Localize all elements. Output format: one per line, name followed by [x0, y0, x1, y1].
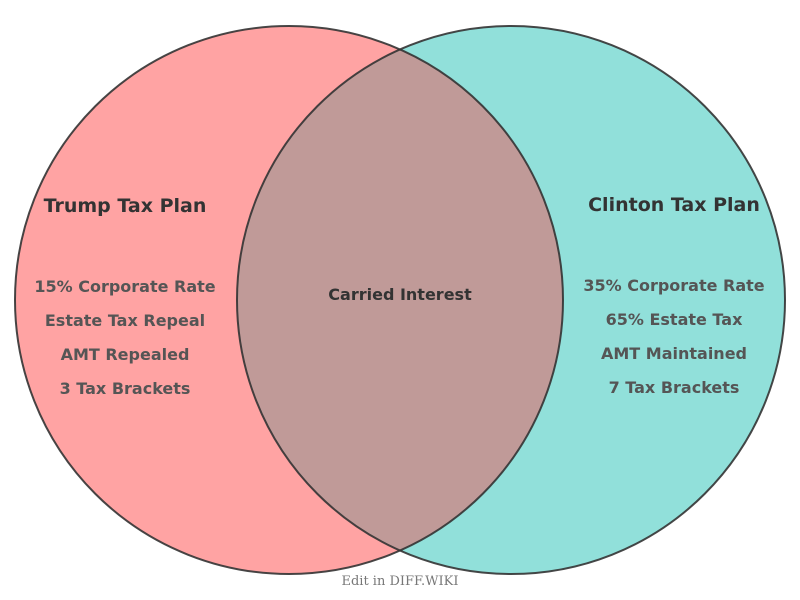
right-item: 35% Corporate Rate: [583, 276, 764, 295]
right-title: Clinton Tax Plan: [588, 194, 760, 216]
left-item: 3 Tax Brackets: [60, 379, 191, 398]
right-item: 7 Tax Brackets: [609, 378, 740, 397]
left-item: Estate Tax Repeal: [45, 311, 205, 330]
right-item: AMT Maintained: [601, 344, 747, 363]
right-item: 65% Estate Tax: [606, 310, 743, 329]
overlap-region: [237, 26, 563, 574]
left-title: Trump Tax Plan: [44, 195, 207, 217]
overlap-item: Carried Interest: [328, 285, 472, 304]
left-item: AMT Repealed: [61, 345, 190, 364]
edit-link[interactable]: Edit in DIFF.WIKI: [341, 574, 458, 589]
left-item: 15% Corporate Rate: [34, 277, 215, 296]
